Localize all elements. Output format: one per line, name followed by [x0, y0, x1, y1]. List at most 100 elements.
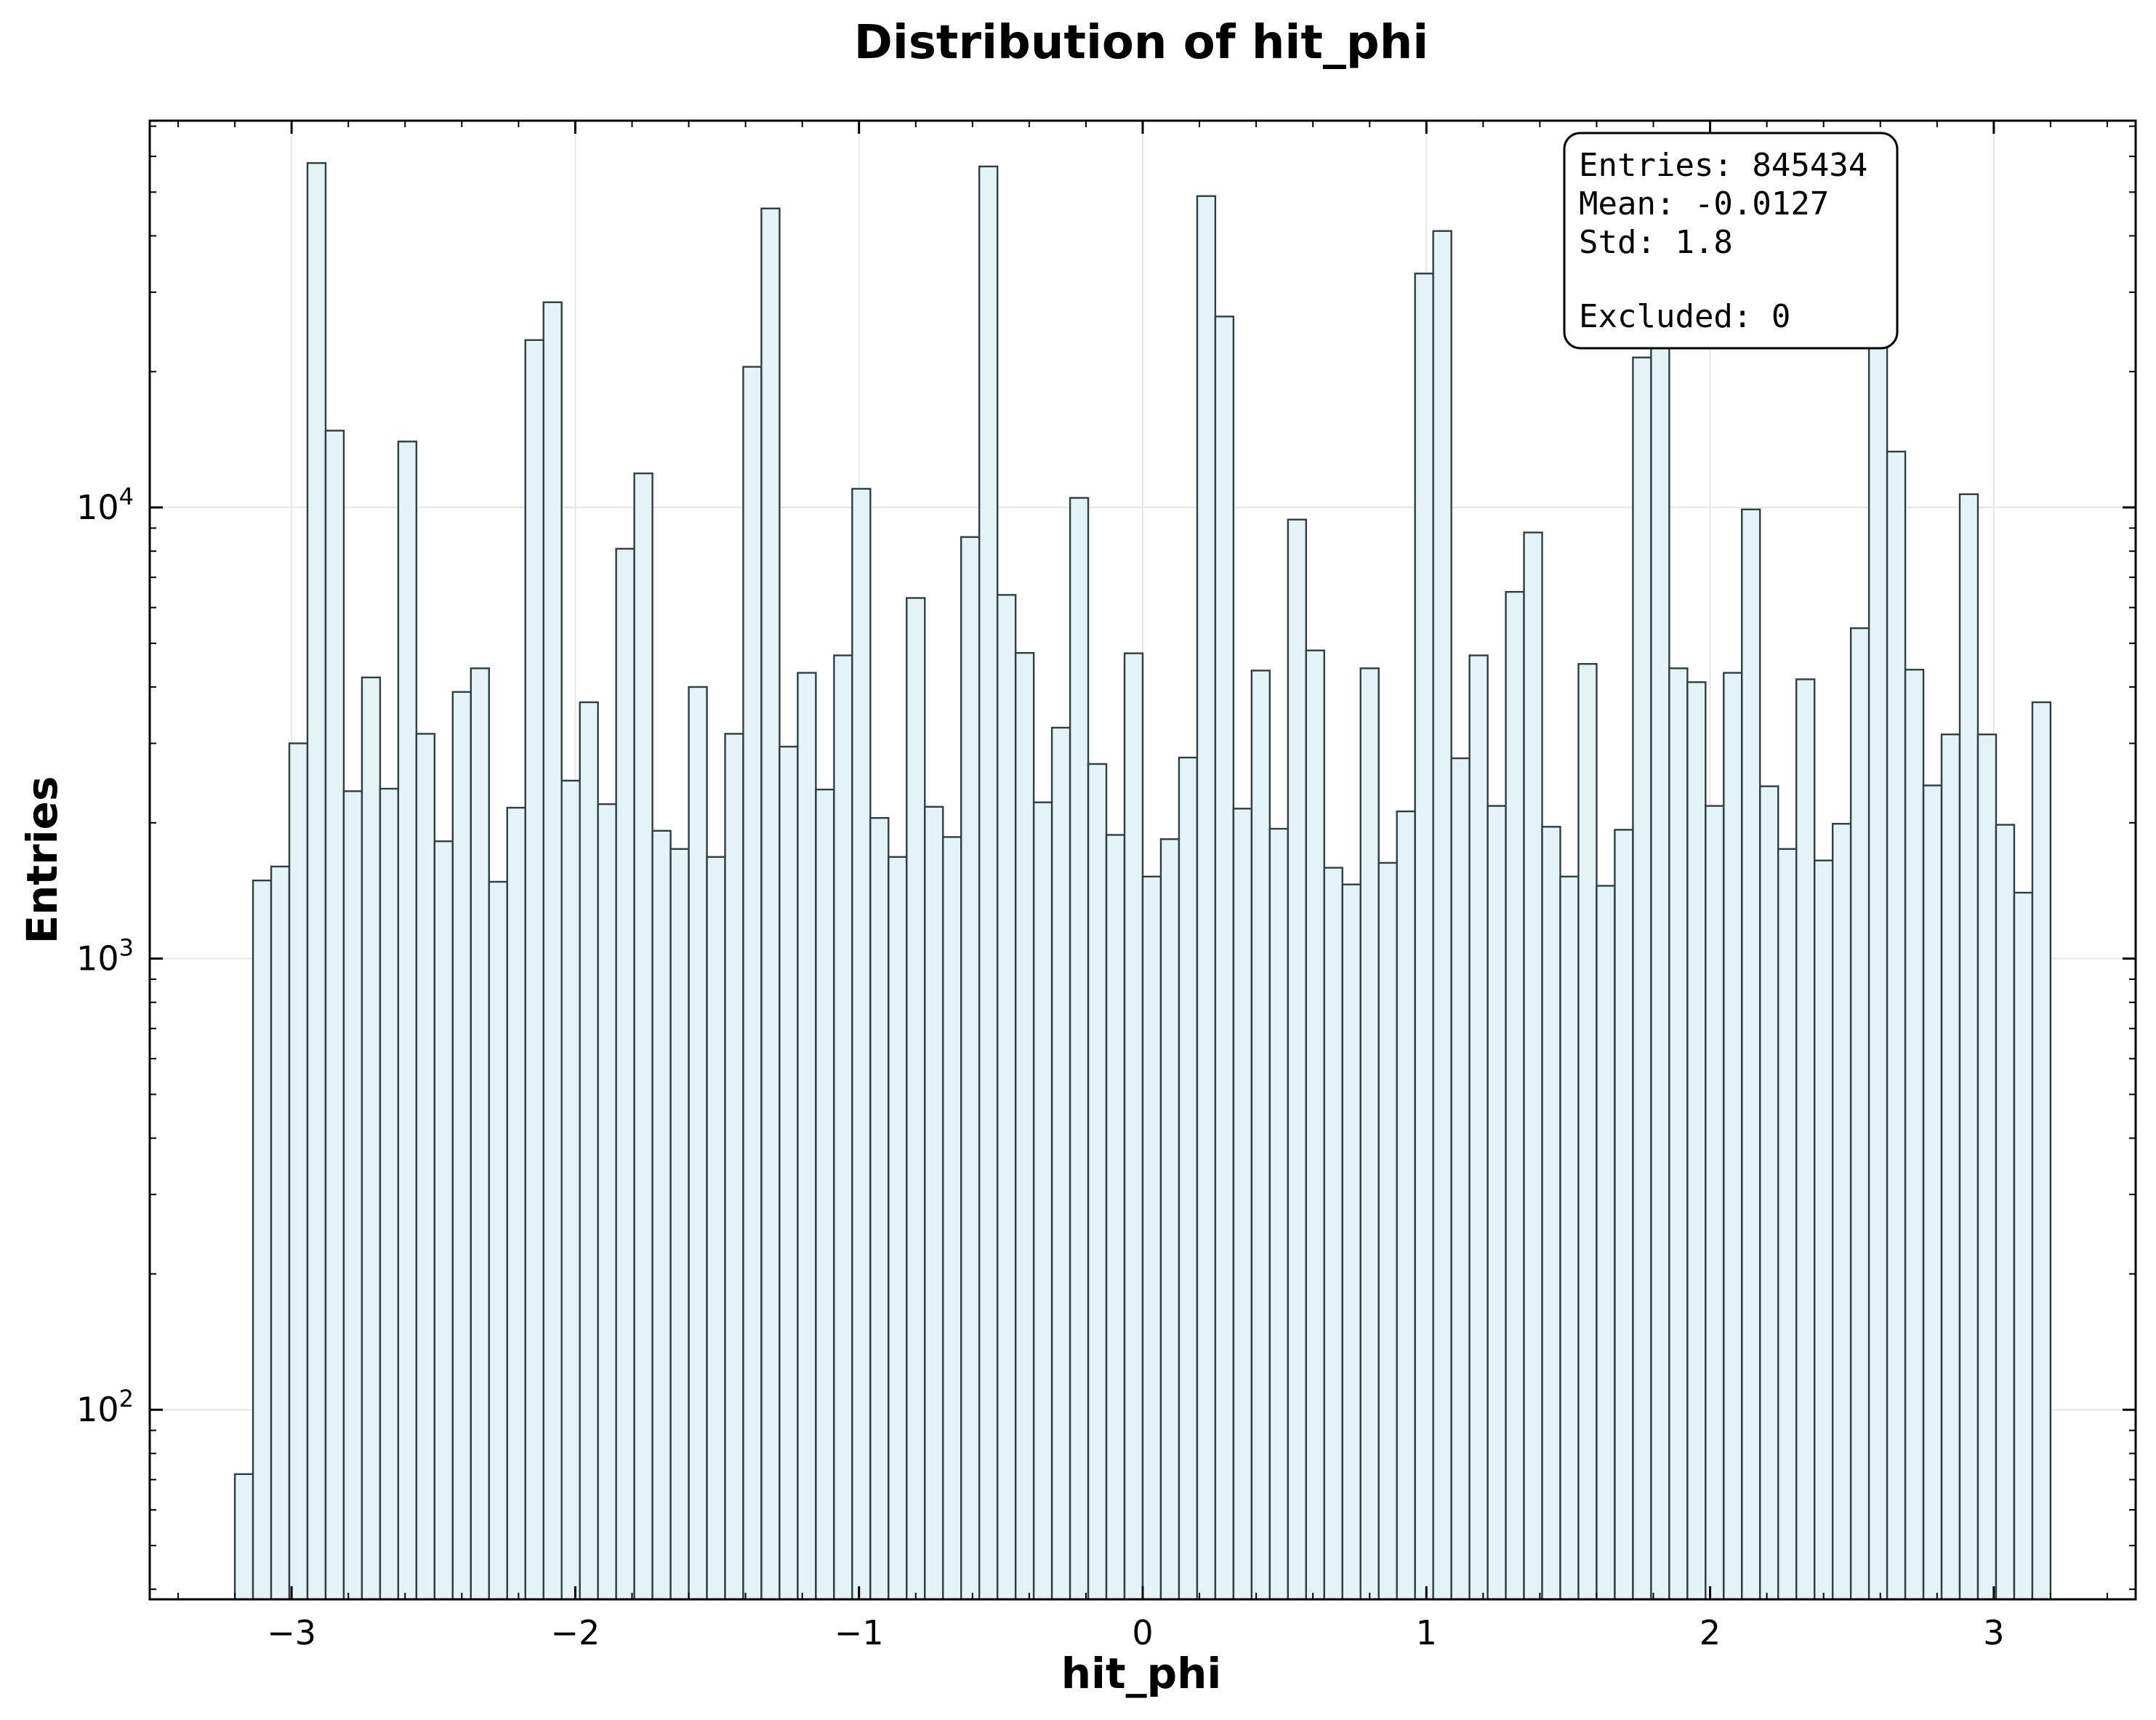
histogram-bar — [1032, 801, 1053, 1601]
histogram-bar — [1940, 734, 1961, 1601]
stats-mean: Mean: -0.0127 — [1579, 185, 1829, 222]
histogram-bar — [1723, 672, 1743, 1601]
histogram-bar — [1777, 848, 1798, 1601]
histogram-bar — [1232, 808, 1253, 1601]
histogram-bar — [1614, 829, 1634, 1601]
histogram-bar — [324, 430, 345, 1601]
histogram-bar — [633, 472, 653, 1601]
x-axis-label: hit_phi — [1061, 1649, 1222, 1698]
y-tick-label: 104 — [76, 483, 134, 527]
histogram-bar — [724, 733, 744, 1601]
histogram-bar — [1686, 681, 1707, 1601]
histogram-bar — [1287, 518, 1308, 1601]
histogram-bar — [433, 840, 454, 1601]
histogram-bar — [1359, 667, 1380, 1601]
histogram-bar — [1341, 883, 1361, 1601]
histogram-bar — [1596, 885, 1616, 1601]
histogram-bar — [524, 339, 544, 1601]
histogram-bar — [615, 547, 635, 1601]
histogram-bar — [542, 301, 563, 1601]
histogram-bar — [1323, 867, 1343, 1601]
stats-entries: Entries: 845434 — [1579, 147, 1867, 184]
histogram-bar — [1050, 726, 1071, 1601]
histogram-bar — [560, 779, 581, 1601]
histogram-bar — [1468, 654, 1489, 1601]
histogram-bar — [1105, 834, 1126, 1601]
histogram-bar — [1014, 651, 1035, 1601]
histogram-bar — [1268, 827, 1290, 1601]
histogram-bar — [470, 667, 490, 1601]
histogram-bar — [342, 790, 363, 1601]
histogram-bar — [924, 805, 944, 1601]
histogram-bar — [1305, 649, 1325, 1601]
histogram-bar — [488, 880, 508, 1601]
histogram-bar — [1377, 861, 1398, 1601]
histogram-bar — [906, 597, 926, 1601]
histogram-bar — [1795, 678, 1816, 1601]
histogram-bar — [1632, 356, 1652, 1601]
histogram-bar — [1450, 757, 1471, 1601]
histogram-bar — [1867, 155, 1888, 1601]
chart-title: Distribution of hit_phi — [854, 16, 1428, 70]
histogram-bar — [742, 366, 763, 1601]
histogram-bar — [851, 488, 872, 1601]
histogram-bar — [252, 879, 273, 1601]
histogram-bar — [1069, 497, 1090, 1601]
histogram-bar — [1196, 195, 1217, 1601]
histogram-bar — [1523, 531, 1543, 1601]
histogram-bar — [1178, 756, 1199, 1601]
histogram-bar — [1505, 590, 1525, 1601]
x-tick-label: 0 — [1132, 1613, 1153, 1652]
histogram-bar — [1668, 667, 1689, 1601]
x-tick-label: −2 — [551, 1613, 600, 1652]
histogram-bar — [833, 654, 853, 1601]
histogram-bar — [1159, 838, 1180, 1601]
stats-box: Entries: 845434 Mean: -0.0127 Std: 1.8 E… — [1563, 132, 1899, 350]
histogram-bar — [760, 207, 781, 1601]
histogram-bar — [1759, 785, 1779, 1601]
histogram-bar — [306, 162, 327, 1601]
stats-box-frame — [1563, 132, 1899, 350]
histogram-bar — [797, 672, 817, 1601]
histogram-bar — [2031, 701, 2052, 1601]
plot-frame — [148, 119, 2137, 1601]
y-axis-label: Entries — [17, 776, 67, 944]
x-tick-label: 1 — [1416, 1613, 1437, 1652]
histogram-bar — [1087, 763, 1108, 1601]
histogram-bar — [1976, 734, 1998, 1601]
histogram-bar — [2013, 891, 2034, 1601]
x-tick-label: 3 — [1983, 1613, 2004, 1652]
histogram-bar — [869, 816, 890, 1601]
histogram-bar — [1904, 668, 1925, 1601]
x-tick-label: −3 — [267, 1613, 316, 1652]
histogram-bar — [1705, 805, 1725, 1601]
histogram-bar — [888, 856, 908, 1601]
histogram-bar — [1831, 822, 1852, 1601]
histogram-bar — [451, 691, 472, 1601]
histogram-bar — [288, 742, 309, 1601]
histogram-bar — [233, 1473, 254, 1601]
histogram-bar — [669, 848, 690, 1601]
histogram-bar — [1995, 824, 2016, 1601]
y-tick-label: 103 — [76, 934, 134, 978]
histogram-bar — [270, 865, 291, 1601]
histogram-bar — [1214, 316, 1235, 1601]
histogram-bar — [1650, 284, 1670, 1601]
histogram-bar — [1958, 493, 1979, 1601]
bars-group — [233, 155, 2052, 1601]
histogram-bar — [597, 803, 617, 1601]
histogram-bar — [1123, 652, 1144, 1601]
histogram-bar — [651, 829, 672, 1601]
histogram-bar — [942, 836, 962, 1601]
x-tick-label: 2 — [1700, 1613, 1721, 1652]
ticks-group: −3 −2 −1 0 1 2 3 102 103 104 — [76, 121, 2136, 1652]
y-tick-label: 102 — [76, 1385, 134, 1429]
histogram-bar — [1886, 450, 1907, 1601]
histogram-bar — [815, 788, 835, 1601]
histogram-bar — [379, 787, 400, 1601]
histogram-bar — [779, 745, 799, 1601]
histogram-bar — [1849, 627, 1870, 1601]
x-tick-label: −1 — [834, 1613, 884, 1652]
histogram-bar — [1250, 670, 1271, 1601]
histogram-bar — [1922, 784, 1943, 1601]
